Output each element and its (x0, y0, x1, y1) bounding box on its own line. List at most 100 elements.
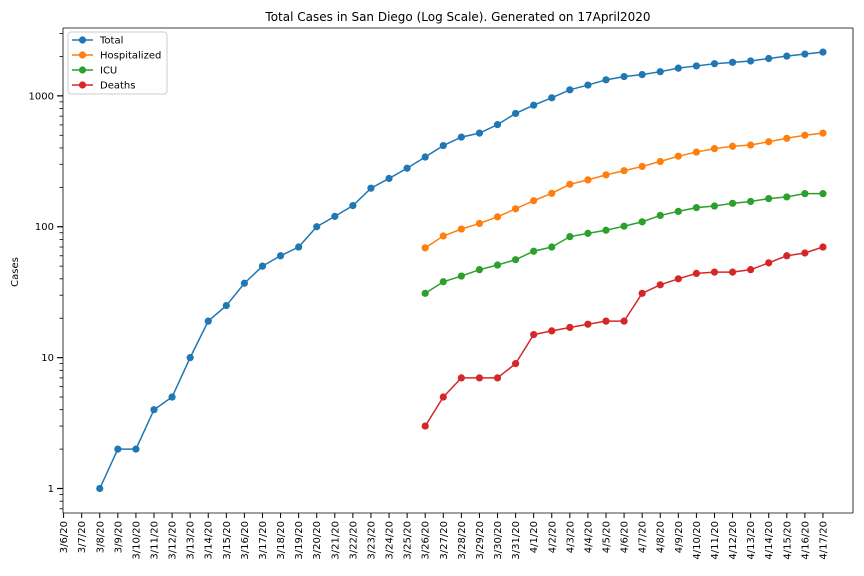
data-point-hospitalized (511, 205, 520, 213)
data-point-total (747, 57, 755, 65)
data-point-total (204, 317, 212, 325)
x-tick-label: 4/14/20 (764, 521, 775, 560)
data-point-total (114, 445, 122, 453)
x-tick-label: 4/16/20 (800, 521, 811, 560)
data-point-icu (747, 197, 755, 206)
data-point-total (674, 64, 682, 72)
data-point-hospitalized (765, 138, 773, 146)
data-point-total (313, 223, 321, 231)
x-tick-label: 4/11/20 (710, 521, 721, 560)
data-point-hospitalized (819, 129, 827, 137)
data-point-deaths (656, 281, 664, 289)
data-point-total (96, 484, 104, 493)
data-point-hospitalized (747, 141, 755, 149)
data-point-deaths (548, 327, 556, 335)
data-point-total (168, 393, 176, 401)
data-point-deaths (674, 275, 682, 283)
data-point-deaths (511, 360, 520, 368)
x-tick-label: 3/7/20 (77, 521, 88, 553)
data-point-icu (493, 261, 502, 269)
data-point-hospitalized (801, 131, 809, 139)
x-tick-label: 3/10/20 (131, 521, 142, 560)
data-point-hospitalized (783, 134, 791, 142)
data-point-icu (439, 278, 447, 286)
x-tick-label: 4/5/20 (602, 521, 613, 553)
data-point-icu (728, 199, 737, 207)
x-tick-label: 3/16/20 (240, 521, 251, 560)
x-tick-label: 3/11/20 (150, 521, 161, 560)
data-point-icu (602, 226, 610, 234)
legend-label: Total (99, 36, 123, 47)
y-tick-label: 10 (41, 353, 54, 364)
data-point-hospitalized (475, 219, 484, 228)
data-point-hospitalized (638, 162, 646, 171)
data-point-total (710, 60, 719, 68)
data-point-icu (421, 289, 429, 297)
data-point-deaths (439, 393, 447, 401)
x-tick-label: 3/20/20 (312, 521, 323, 560)
data-point-icu (656, 211, 664, 220)
data-point-total (638, 70, 646, 79)
x-tick-label: 3/23/20 (366, 521, 377, 560)
data-point-icu (620, 222, 628, 230)
data-point-hospitalized (620, 167, 628, 175)
data-point-total (132, 445, 140, 453)
data-point-total (186, 354, 194, 362)
data-point-hospitalized (530, 197, 538, 205)
x-tick-label: 3/15/20 (222, 521, 233, 560)
data-point-deaths (530, 330, 538, 339)
data-point-icu (457, 272, 465, 280)
data-point-icu (801, 190, 809, 198)
data-point-deaths (457, 374, 465, 382)
data-point-deaths (493, 374, 502, 382)
x-tick-label: 3/17/20 (258, 521, 269, 560)
series-hospitalized (421, 129, 827, 252)
legend-marker (78, 51, 87, 59)
data-point-total (258, 262, 267, 270)
axes-spines (62, 27, 854, 514)
data-point-hospitalized (548, 189, 556, 197)
data-point-hospitalized (656, 157, 664, 166)
data-point-total (819, 48, 827, 56)
data-point-total (367, 184, 375, 192)
data-point-icu (548, 243, 556, 251)
data-point-icu (765, 195, 773, 203)
legend-item-hospitalized: Hospitalized (72, 51, 161, 62)
x-tick-label: 3/25/20 (403, 521, 414, 560)
data-point-deaths (584, 320, 592, 328)
data-point-total (548, 94, 556, 102)
x-tick-label: 4/2/20 (547, 521, 558, 553)
x-tick-label: 4/8/20 (656, 521, 667, 553)
data-point-icu (638, 218, 646, 226)
data-point-icu (710, 202, 719, 210)
data-point-deaths (692, 269, 701, 278)
data-point-deaths (710, 268, 719, 276)
legend-label: Deaths (100, 81, 135, 92)
data-point-total (295, 243, 303, 251)
data-point-total (602, 76, 610, 84)
y-axis-ticks: 1 10 100 1000 (29, 33, 63, 510)
data-point-hospitalized (493, 213, 502, 221)
x-tick-label: 4/7/20 (638, 521, 649, 553)
data-point-total (349, 202, 357, 210)
data-point-hospitalized (602, 171, 610, 179)
data-point-hospitalized (674, 152, 682, 160)
data-point-hospitalized (710, 145, 719, 153)
x-tick-label: 3/18/20 (276, 521, 287, 560)
y-axis-label: Cases (10, 257, 21, 287)
x-tick-label: 3/30/20 (493, 521, 504, 560)
x-tick-label: 3/27/20 (439, 521, 450, 560)
data-point-deaths (819, 243, 827, 251)
x-tick-label: 4/15/20 (782, 521, 793, 560)
data-point-hospitalized (566, 180, 574, 188)
x-tick-label: 4/1/20 (529, 521, 540, 553)
y-tick-label: 1000 (29, 91, 54, 102)
x-tick-label: 3/26/20 (421, 521, 432, 560)
x-tick-label: 3/29/20 (475, 521, 486, 560)
series-deaths (421, 243, 827, 430)
x-tick-label: 3/21/20 (330, 521, 341, 560)
data-point-total (150, 406, 158, 414)
x-tick-label: 3/8/20 (95, 521, 106, 553)
data-point-total (765, 54, 773, 63)
y-tick-label: 1 (48, 484, 54, 495)
